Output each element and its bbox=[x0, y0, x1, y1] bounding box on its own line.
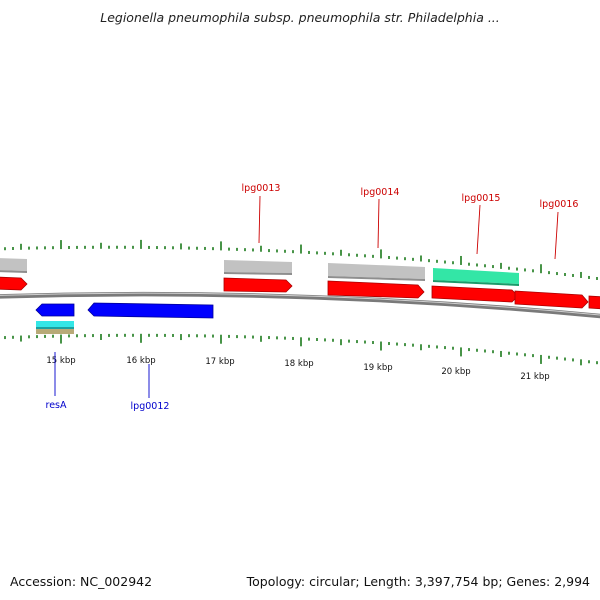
teal-feature[interactable] bbox=[433, 268, 519, 284]
organism-title: Legionella pneumophila subsp. pneumophil… bbox=[100, 10, 500, 25]
reverse-gene-labels: resA lpg0012 bbox=[46, 352, 170, 412]
accession-label: Accession: NC_002942 bbox=[10, 574, 153, 589]
lpg0015-gene-arrow[interactable] bbox=[431, 285, 519, 303]
lpg0016-label[interactable]: lpg0016 bbox=[540, 199, 579, 210]
scale-label-20kbp: 20 kbp bbox=[441, 367, 470, 377]
genome-backbone-highlight bbox=[0, 292, 600, 316]
genome-backbone bbox=[0, 291, 600, 319]
gray-feature-shadow bbox=[328, 276, 425, 281]
forward-gene-labels: lpg0013 lpg0014 lpg0015 lpg0016 bbox=[242, 183, 579, 260]
gray-feature[interactable] bbox=[0, 258, 27, 271]
scale-label-15kbp: 15 kbp bbox=[46, 356, 75, 366]
lpg0012-gene-arrow[interactable] bbox=[87, 302, 214, 319]
lpg0014-label[interactable]: lpg0014 bbox=[361, 187, 400, 198]
tan-feature[interactable] bbox=[36, 329, 74, 334]
scale-label-17kbp: 17 kbp bbox=[205, 357, 234, 367]
gray-feature[interactable] bbox=[224, 260, 292, 273]
gray-feature-shadow bbox=[224, 272, 292, 275]
lpg0012-label[interactable]: lpg0012 bbox=[131, 401, 170, 412]
lpg0014-gene-arrow[interactable] bbox=[327, 280, 425, 299]
cyan-feature-shadow bbox=[36, 327, 74, 329]
resA-gene-arrow[interactable] bbox=[35, 303, 75, 317]
upper-tick-row bbox=[4, 239, 598, 280]
cyan-feature[interactable] bbox=[36, 321, 74, 327]
scale-label-16kbp: 16 kbp bbox=[126, 356, 155, 366]
lpg0014-leader-line bbox=[377, 198, 380, 249]
scale-label-18kbp: 18 kbp bbox=[284, 359, 313, 369]
gray-feature-track bbox=[0, 258, 425, 281]
lpg0013-gene-arrow[interactable] bbox=[223, 277, 293, 293]
scale-label-19kbp: 19 kbp bbox=[363, 363, 392, 373]
genome-stats-label: Topology: circular; Length: 3,397,754 bp… bbox=[246, 574, 590, 589]
lpg0016-gene-arrow[interactable] bbox=[514, 290, 589, 309]
gray-feature[interactable] bbox=[328, 263, 425, 279]
scale-labels: 15 kbp 16 kbp 17 kbp 18 kbp 19 kbp 20 kb… bbox=[46, 356, 549, 382]
lpg0015-label[interactable]: lpg0015 bbox=[462, 193, 501, 204]
lpg0015-leader-line bbox=[476, 204, 481, 255]
lpg0013-leader-line bbox=[258, 195, 261, 244]
scale-label-21kbp: 21 kbp bbox=[520, 372, 549, 382]
lpg0016-leader-line bbox=[554, 211, 559, 260]
lpg0013-label[interactable]: lpg0013 bbox=[242, 183, 281, 194]
resA-label[interactable]: resA bbox=[46, 400, 67, 411]
forward-gene-arrow[interactable] bbox=[588, 295, 600, 310]
gray-feature-shadow bbox=[0, 270, 27, 273]
reverse-strand-genes bbox=[35, 302, 214, 319]
lower-tick-row bbox=[4, 333, 598, 366]
forward-strand-genes bbox=[0, 276, 600, 310]
forward-gene-arrow[interactable] bbox=[0, 276, 28, 291]
teal-feature-shadow bbox=[433, 280, 519, 286]
